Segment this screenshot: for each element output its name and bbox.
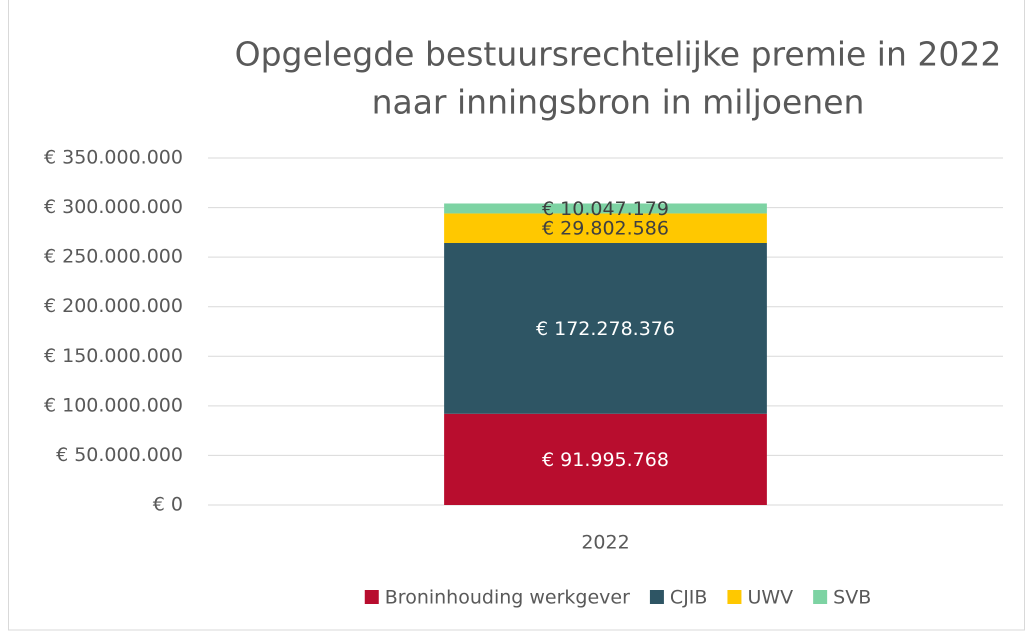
y-tick-label: € 150.000.000 (44, 345, 183, 367)
legend-swatch (727, 590, 742, 604)
y-tick-label: € 100.000.000 (44, 394, 183, 416)
y-tick-label: € 300.000.000 (44, 196, 183, 218)
data-label: € 172.278.376 (536, 318, 675, 340)
legend-label: SVB (833, 587, 871, 609)
y-tick-label: € 0 (153, 494, 183, 516)
y-tick-label: € 200.000.000 (44, 295, 183, 317)
legend-swatch (813, 590, 828, 604)
x-tick-label: 2022 (581, 532, 629, 554)
legend-swatch (649, 590, 664, 604)
y-tick-label: € 50.000.000 (56, 444, 183, 466)
data-label: € 10.047.179 (542, 198, 669, 220)
bar-segment (444, 242, 767, 414)
legend-swatch (364, 590, 379, 604)
legend-label: Broninhouding werkgever (385, 587, 630, 609)
legend-label: CJIB (670, 587, 708, 609)
chart-title: naar inningsbron in miljoenen (372, 83, 865, 122)
chart-title: Opgelegde bestuursrechtelijke premie in … (235, 35, 1002, 74)
bar-segment (444, 413, 767, 505)
bar-segment (444, 213, 767, 243)
y-tick-label: € 350.000.000 (44, 147, 183, 169)
data-label: € 29.802.586 (542, 218, 669, 240)
bar-segment (444, 203, 767, 214)
y-tick-label: € 250.000.000 (44, 246, 183, 268)
data-label: € 91.995.768 (542, 449, 669, 471)
legend-label: UWV (747, 587, 793, 609)
